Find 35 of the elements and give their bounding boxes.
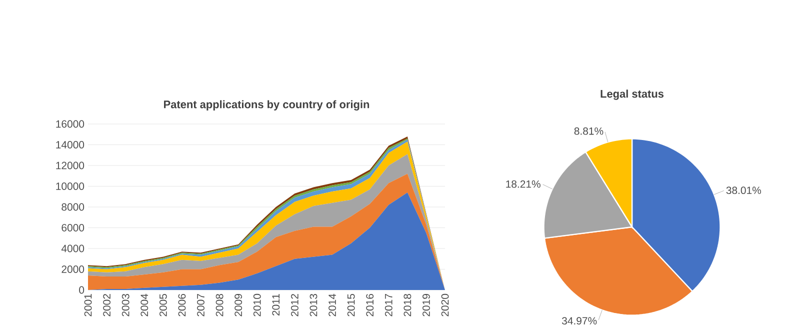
x-tick-label: 2016 xyxy=(366,294,374,316)
y-tick-label: 14000 xyxy=(56,141,84,148)
y-tick-label: 0 xyxy=(79,286,84,294)
data-label: 8.81% xyxy=(574,127,604,135)
data-label: 34.97% xyxy=(562,317,597,325)
x-tick-label: 2011 xyxy=(272,294,280,316)
x-tick-label: 2001 xyxy=(84,294,92,316)
x-tick-label: 2018 xyxy=(404,294,412,316)
y-tick-label: 16000 xyxy=(56,120,84,128)
chart-title: Patent applications by country of origin xyxy=(164,100,370,111)
x-tick-label: 2019 xyxy=(422,294,430,316)
x-tick-label: 2012 xyxy=(290,294,298,316)
y-tick-label: 12000 xyxy=(56,162,84,170)
x-tick-label: 2004 xyxy=(140,294,148,316)
x-tick-label: 2002 xyxy=(103,294,111,316)
x-tick-label: 2017 xyxy=(384,294,392,316)
x-tick-label: 2013 xyxy=(310,294,318,316)
x-tick-label: 2008 xyxy=(216,294,224,316)
y-tick-label: 4000 xyxy=(61,244,84,252)
y-tick-label: 2000 xyxy=(62,266,84,273)
x-tick-label: 2005 xyxy=(159,294,167,316)
x-tick-label: 2010 xyxy=(253,294,261,316)
y-tick-label: 10000 xyxy=(56,182,84,190)
x-tick-label: 2015 xyxy=(347,294,355,316)
data-label: 38.01% xyxy=(726,186,762,194)
data-label: 18.21% xyxy=(506,180,540,188)
x-tick-label: 2020 xyxy=(441,294,449,316)
y-tick-label: 8000 xyxy=(62,203,84,211)
chart-title: Legal status xyxy=(600,90,664,100)
x-tick-label: 2003 xyxy=(122,294,130,316)
x-tick-label: 2014 xyxy=(328,294,336,316)
x-tick-label: 2006 xyxy=(178,294,186,316)
x-tick-label: 2007 xyxy=(197,294,204,316)
x-tick-label: 2009 xyxy=(234,294,242,316)
y-tick-label: 6000 xyxy=(62,224,84,232)
